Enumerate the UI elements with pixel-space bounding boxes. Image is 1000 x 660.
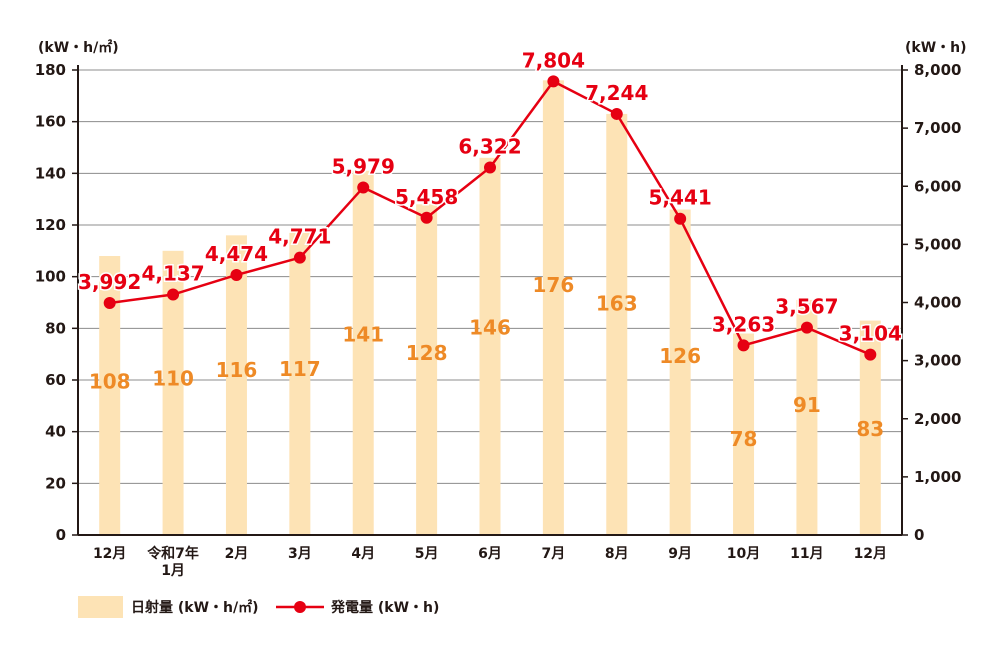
- generation-point: [167, 288, 180, 301]
- generation-line: [103, 75, 877, 361]
- bar-value-label: 110: [152, 367, 194, 391]
- bar-value-label: 146: [469, 316, 511, 340]
- bar-value-label: 83: [856, 417, 884, 441]
- bar: [225, 235, 247, 536]
- generation-value-label: 5,458: [395, 185, 458, 209]
- right-tick-label: 0: [914, 526, 924, 544]
- right-tick-label: 3,000: [914, 352, 961, 370]
- data-labels: 108 110 116 117 141 128 146 176 163 126 78 91 83 3,99…: [77, 47, 904, 451]
- generation-value-label: 4,137: [141, 262, 204, 286]
- generation-value-label: 6,322: [458, 135, 521, 159]
- category-label: 6月: [478, 546, 502, 562]
- bar-value-label: 117: [279, 357, 321, 381]
- generation-point: [800, 321, 813, 334]
- generation-point: [737, 339, 750, 352]
- generation-point: [864, 348, 877, 361]
- legend-bar-swatch: [78, 596, 123, 618]
- category-label: 9月: [668, 546, 692, 562]
- axes: 0 20 40 60 80 100 120 140 160 180 0 1,000 2,000 3,000…: [35, 61, 962, 579]
- bar: [606, 113, 628, 536]
- left-tick-label: 80: [45, 319, 66, 337]
- left-tick-label: 140: [35, 164, 66, 182]
- legend: 日射量 (kW・h/㎡) 発電量 (kW・h): [78, 596, 439, 618]
- generation-point: [547, 75, 560, 88]
- legend-line-marker: [294, 601, 306, 613]
- left-tick-label: 180: [35, 61, 66, 79]
- generation-point: [420, 211, 433, 224]
- bar: [669, 209, 691, 535]
- bar-value-label: 126: [659, 344, 701, 368]
- left-tick-label: 160: [35, 113, 66, 131]
- category-label: 令和7年 1月: [146, 545, 199, 579]
- generation-value-label: 7,804: [522, 48, 585, 72]
- bar: [99, 256, 121, 535]
- generation-value-label: 7,244: [585, 81, 648, 105]
- generation-value-label: 4,474: [205, 242, 268, 266]
- category-label: 2月: [225, 546, 249, 562]
- bar: [352, 170, 374, 535]
- left-tick-label: 60: [45, 371, 66, 389]
- generation-point: [293, 251, 306, 264]
- bar: [859, 320, 881, 535]
- generation-value-label: 4,771: [268, 225, 331, 249]
- bar: [796, 299, 818, 535]
- bar-value-label: 78: [730, 427, 758, 451]
- right-tick-label: 2,000: [914, 410, 961, 428]
- bar-value-label: 128: [406, 341, 448, 365]
- left-tick-label: 40: [45, 423, 66, 441]
- right-tick-label: 5,000: [914, 235, 961, 253]
- generation-value-label: 5,441: [649, 186, 712, 210]
- category-label: 3月: [288, 546, 312, 562]
- category-label: 4月: [351, 546, 375, 562]
- generation-value-label: 5,979: [332, 154, 395, 178]
- right-tick-label: 7,000: [914, 119, 961, 137]
- bar-value-label: 141: [342, 323, 384, 347]
- bar: [733, 333, 755, 535]
- generation-point: [674, 212, 687, 225]
- left-tick-label: 0: [56, 526, 66, 544]
- bar-value-label: 116: [216, 358, 258, 382]
- bar: [416, 204, 438, 536]
- category-label: 11月: [790, 546, 823, 562]
- category-label: 7月: [542, 546, 566, 562]
- right-tick-label: 4,000: [914, 294, 961, 312]
- generation-point: [103, 296, 116, 309]
- left-tick-label: 100: [35, 268, 66, 286]
- bar: [289, 232, 311, 535]
- right-tick-label: 1,000: [914, 468, 961, 486]
- generation-point: [484, 161, 496, 174]
- generation-point: [610, 107, 623, 120]
- bar: [162, 250, 184, 536]
- right-tick-label: 8,000: [914, 61, 961, 79]
- category-label: 12月: [93, 546, 126, 562]
- bar: [542, 80, 564, 535]
- bar-value-label: 91: [793, 393, 821, 417]
- bar-value-label: 108: [89, 370, 131, 394]
- generation-point: [357, 181, 370, 194]
- generation-value-label: 3,567: [775, 295, 838, 319]
- generation-value-label: 3,992: [78, 270, 141, 294]
- bar-value-label: 176: [533, 273, 575, 297]
- bar: [479, 157, 501, 536]
- generation-point: [230, 268, 243, 281]
- generation-value-label: 3,263: [712, 312, 775, 336]
- category-label: 5月: [415, 546, 439, 562]
- left-axis-unit: (kW・h/㎡): [38, 39, 119, 56]
- bar-value-label: 163: [596, 291, 638, 315]
- legend-line-label: 発電量 (kW・h): [330, 599, 439, 616]
- left-tick-label: 20: [45, 474, 66, 492]
- right-tick-label: 6,000: [914, 177, 961, 195]
- left-tick-label: 120: [35, 216, 66, 234]
- category-label: 12月: [854, 546, 887, 562]
- right-axis-unit: (kW・h): [905, 40, 967, 56]
- category-label: 8月: [605, 546, 629, 562]
- generation-value-label: 3,104: [839, 322, 902, 346]
- category-label: 10月: [727, 546, 760, 562]
- legend-bar-label: 日射量 (kW・h/㎡): [131, 599, 259, 616]
- irradiance-bars: [99, 80, 881, 536]
